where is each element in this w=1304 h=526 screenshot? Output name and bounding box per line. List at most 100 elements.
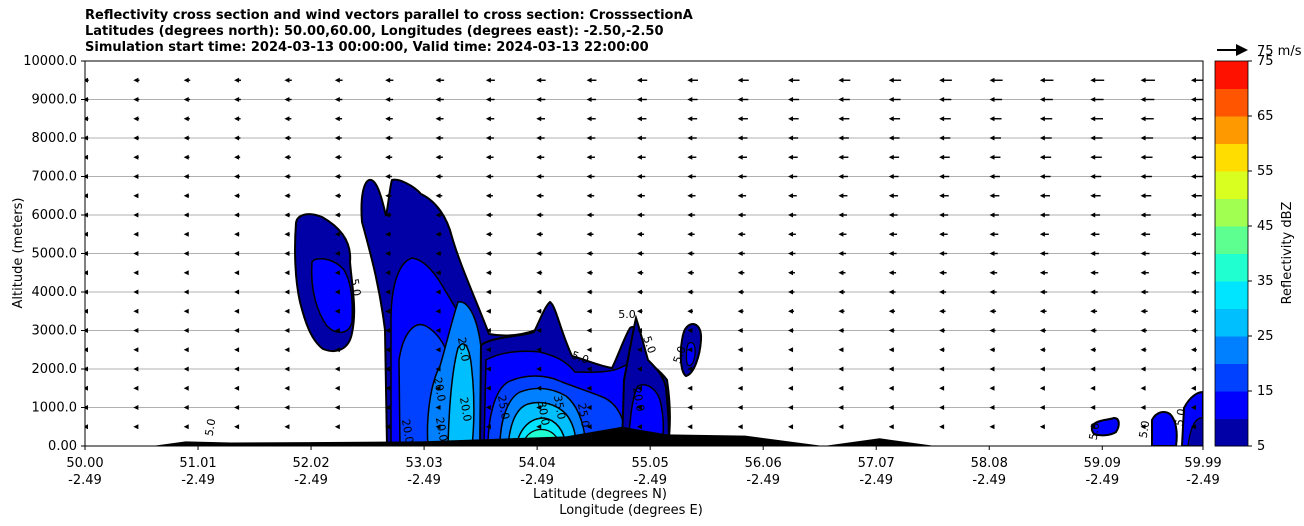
wind-arrow xyxy=(334,97,343,102)
x-tick-label-lon: -2.49 xyxy=(1085,473,1119,488)
wind-arrow xyxy=(788,97,800,102)
wind-arrow xyxy=(385,97,394,102)
reflectivity-cell-e-core xyxy=(685,341,696,367)
wind-arrow xyxy=(1039,405,1045,410)
wind-arrow xyxy=(284,212,291,218)
wind-arrow xyxy=(636,289,643,295)
wind-arrow xyxy=(636,212,645,218)
wind-arrow xyxy=(133,174,139,179)
y-tick-label: 2000.0 xyxy=(32,362,78,377)
wind-arrow xyxy=(989,289,997,295)
wind-arrow xyxy=(485,116,495,122)
wind-arrow xyxy=(1140,231,1151,237)
wind-arrow xyxy=(1190,77,1203,83)
colorbar-bin xyxy=(1215,391,1248,419)
wind-arrow xyxy=(737,97,749,102)
wind-arrow xyxy=(737,405,743,410)
reflectivity-cell-f xyxy=(1090,416,1120,437)
wind-arrow xyxy=(1090,328,1097,333)
wind-arrow xyxy=(485,251,492,256)
wind-arrow xyxy=(788,116,799,122)
wind-arrow xyxy=(133,231,139,237)
wind-arrow xyxy=(888,212,898,218)
wind-arrow xyxy=(85,154,89,160)
wind-arrow xyxy=(838,347,844,353)
wind-arrow xyxy=(334,135,342,141)
wind-arrow xyxy=(183,347,189,353)
x-tick-label-lat: 50.00 xyxy=(66,456,103,471)
contour-label: 5.0 xyxy=(618,308,636,321)
wind-arrow xyxy=(636,308,643,314)
colorbar-bin xyxy=(1215,336,1248,364)
wind-arrow xyxy=(737,270,745,276)
wind-arrow xyxy=(385,212,392,218)
wind-arrow xyxy=(183,328,189,333)
wind-arrow xyxy=(737,251,745,256)
wind-arrow xyxy=(989,97,1003,102)
contour-label: 25.0 xyxy=(455,336,472,362)
wind-arrow xyxy=(1090,289,1098,295)
wind-arrow xyxy=(1090,405,1096,410)
wind-arrow xyxy=(586,385,592,391)
wind-arrow xyxy=(385,289,391,295)
wind-arrow xyxy=(939,405,945,410)
wind-arrow xyxy=(1039,251,1049,256)
wind-arrow xyxy=(939,193,949,199)
wind-arrow xyxy=(385,385,391,391)
wind-arrow xyxy=(586,328,592,333)
colorbar-frame xyxy=(1214,60,1249,447)
wind-arrow xyxy=(536,212,544,218)
wind-arrow xyxy=(485,174,494,179)
colorbar-bin xyxy=(1215,171,1248,199)
wind-arrow xyxy=(485,270,492,276)
wind-arrow xyxy=(687,116,698,122)
wind-arrow xyxy=(1039,231,1049,237)
contour-label: 5.0 xyxy=(1173,408,1189,427)
wind-arrow xyxy=(133,385,139,391)
wind-arrow xyxy=(334,289,340,295)
wind-arrow xyxy=(737,77,749,83)
wind-arrow xyxy=(385,231,392,237)
wind-arrow xyxy=(485,97,495,102)
wind-arrow xyxy=(536,385,542,391)
wind-arrow xyxy=(586,77,597,83)
wind-arrow xyxy=(939,116,951,122)
wind-arrow xyxy=(183,251,189,256)
wind-arrow xyxy=(385,116,393,122)
wind-arrow xyxy=(485,289,492,295)
wind-arrow xyxy=(284,174,291,179)
wind-arrow xyxy=(737,231,746,237)
wind-arrow xyxy=(788,231,796,237)
wind-arrow xyxy=(536,270,543,276)
wind-arrow xyxy=(536,251,543,256)
wind-arrow xyxy=(284,308,290,314)
colorbar: 5 15 25 35 45 55 65 75 xyxy=(1214,54,1274,454)
contour-label: 5.0 xyxy=(203,418,219,437)
title-line-1: Reflectivity cross section and wind vect… xyxy=(85,8,693,23)
colorbar-tick-label: 65 xyxy=(1257,109,1274,124)
wind-arrow xyxy=(385,251,391,256)
y-axis-label: Altitude (meters) xyxy=(11,198,26,309)
wind-arrow xyxy=(888,251,897,256)
wind-arrow xyxy=(183,405,189,410)
colorbar-bin xyxy=(1215,61,1248,89)
wind-arrow xyxy=(133,251,139,256)
colorbar-bin xyxy=(1215,281,1248,309)
wind-arrow xyxy=(1190,97,1203,102)
wind-arrow xyxy=(989,251,998,256)
wind-arrow xyxy=(788,347,794,353)
wind-arrow xyxy=(385,193,392,199)
wind-arrow xyxy=(838,116,850,122)
wind-arrow xyxy=(989,231,999,237)
colorbar-tick-label: 55 xyxy=(1257,164,1274,179)
wind-arrow xyxy=(939,289,947,295)
wind-arrow xyxy=(989,308,997,314)
wind-arrow xyxy=(687,424,693,430)
wind-arrow xyxy=(536,77,546,83)
wind-arrow xyxy=(284,385,290,391)
wind-arrow xyxy=(636,347,642,353)
wind-arrow xyxy=(1190,405,1196,410)
wind-arrow xyxy=(284,251,290,256)
wind-arrow xyxy=(586,270,593,276)
wind-arrow xyxy=(687,405,693,410)
